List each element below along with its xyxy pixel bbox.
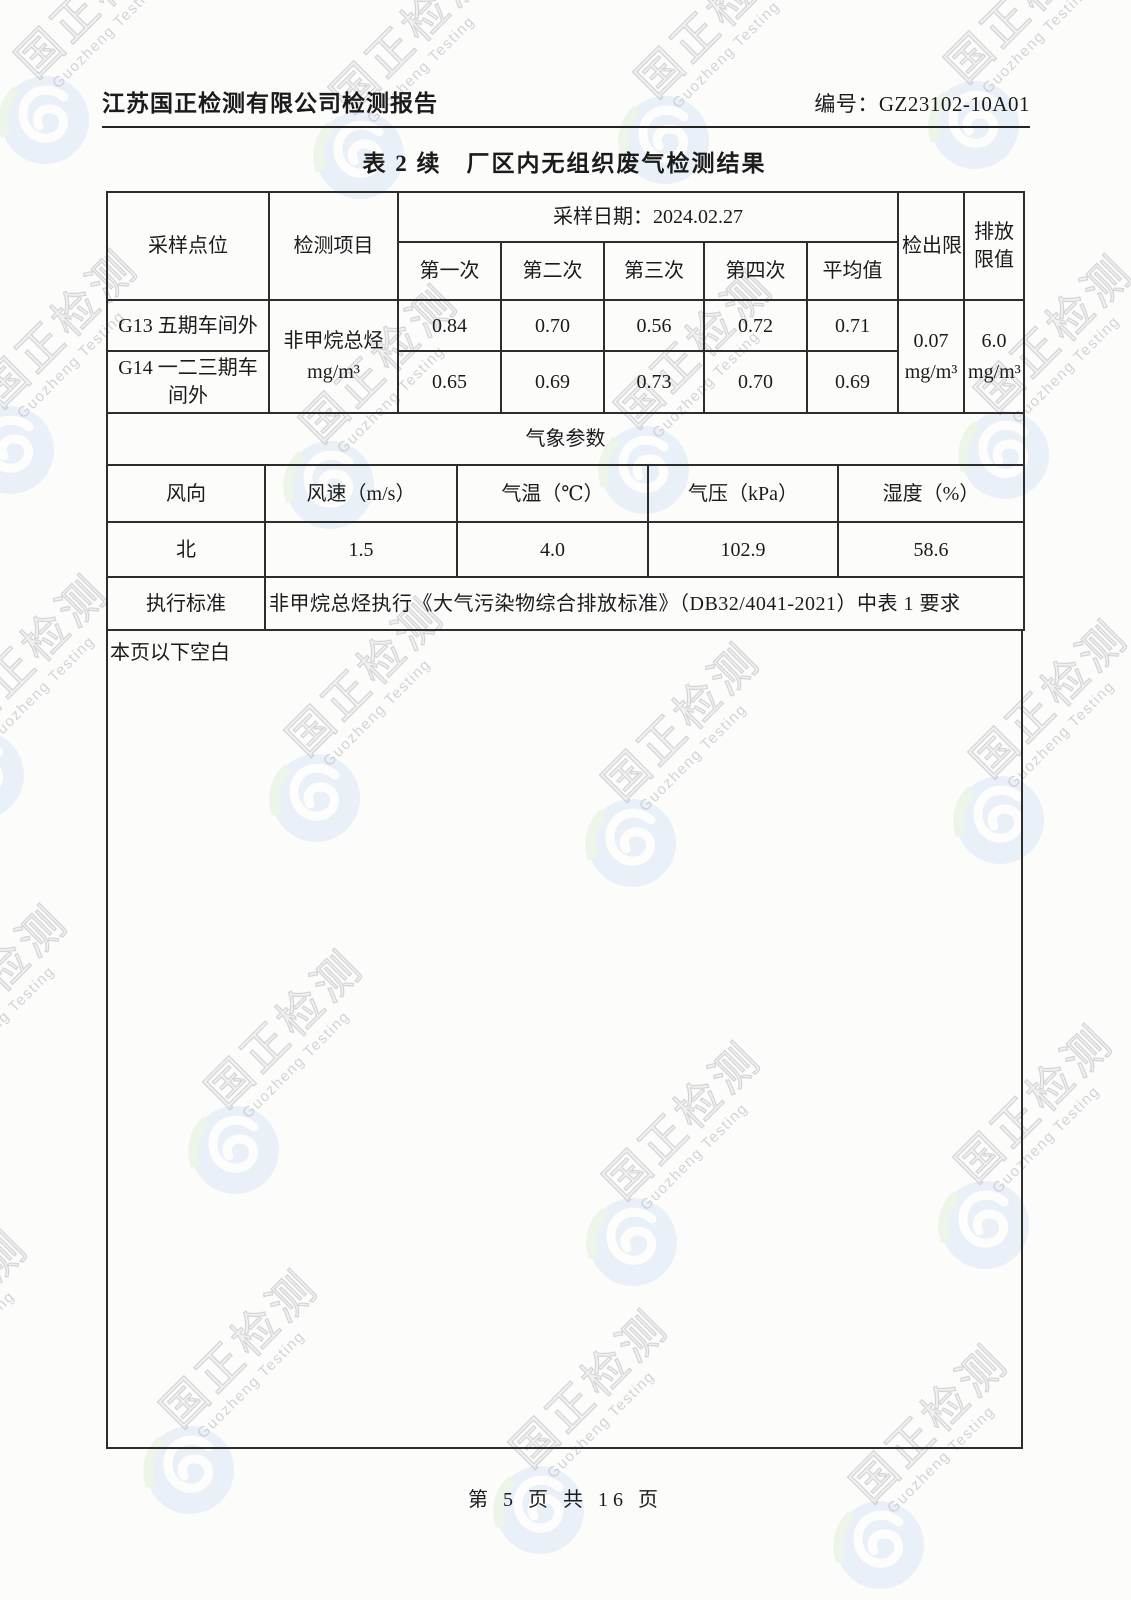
met-header-wind-direction: 风向 — [106, 464, 266, 523]
emission-limit-cell: 6.0 mg/m³ — [963, 299, 1026, 414]
g13-average: 0.71 — [805, 299, 900, 352]
g13-run-2: 0.70 — [500, 299, 605, 352]
test-item-cell: 非甲烷总烃 mg/m³ — [268, 299, 399, 414]
g14-run-2: 0.69 — [500, 350, 605, 414]
met-section-title: 气象参数 — [105, 412, 1026, 466]
col-header-sampling-point: 采样点位 — [106, 191, 270, 301]
col-header-run-1: 第一次 — [397, 241, 502, 301]
col-header-run-3: 第三次 — [603, 241, 705, 301]
results-table: 采样点位 检测项目 采样日期：2024.02.27 检出限 排放限值 第一次 第… — [105, 191, 1026, 466]
doc-header: 江苏国正检测有限公司检测报告 编号：GZ23102-10A01 — [102, 84, 1030, 128]
col-header-sampling-date: 采样日期：2024.02.27 — [396, 191, 900, 243]
col-header-emission-limit: 排放限值 — [963, 191, 1026, 301]
col-header-run-4: 第四次 — [703, 241, 808, 301]
met-value-wind-speed: 1.5 — [264, 521, 458, 578]
test-item-name: 非甲烷总烃 — [283, 329, 384, 352]
blank-note: 本页以下空白 — [110, 642, 230, 664]
detection-limit-unit: mg/m³ — [904, 360, 958, 383]
page-title: 表 2 续 厂区内无组织废气检测结果 — [362, 151, 767, 176]
met-value-temperature: 4.0 — [456, 521, 649, 578]
test-item-unit: mg/m³ — [307, 360, 360, 383]
col-header-test-item: 检测项目 — [268, 191, 399, 301]
report-number: 编号：GZ23102-10A01 — [814, 92, 1030, 116]
sampling-point-g13: G13 五期车间外 — [106, 299, 270, 352]
g13-run-4: 0.72 — [703, 299, 808, 352]
met-value-pressure: 102.9 — [647, 521, 839, 578]
met-header-temperature: 气温（℃） — [456, 464, 649, 523]
g14-run-4: 0.70 — [703, 350, 808, 414]
met-value-humidity: 58.6 — [837, 521, 1025, 578]
g14-average: 0.69 — [805, 350, 900, 414]
blank-area: 本页以下空白 — [106, 631, 1023, 1449]
g13-run-1: 0.84 — [397, 299, 502, 352]
standard-table: 执行标准 非甲烷总烃执行《大气污染物综合排放标准》（DB32/4041-2021… — [106, 576, 1025, 631]
page-footer: 第 5 页 共 16 页 — [468, 1489, 663, 1511]
g13-run-3: 0.56 — [603, 299, 705, 352]
detection-limit-cell: 0.07 mg/m³ — [897, 299, 966, 414]
meteorology-table: 风向 风速（m/s） 气温（℃） 气压（kPa） 湿度（%） 北 1.5 4.0… — [106, 464, 1025, 578]
emission-limit-unit: mg/m³ — [968, 360, 1021, 383]
standard-text: 非甲烷总烃执行《大气污染物综合排放标准》（DB32/4041-2021）中表 1… — [264, 576, 1025, 631]
standard-label: 执行标准 — [106, 576, 266, 631]
emission-limit-value: 6.0 — [981, 329, 1007, 352]
report-header-title: 江苏国正检测有限公司检测报告 — [102, 91, 438, 116]
g14-run-1: 0.65 — [397, 350, 502, 414]
col-header-detection-limit: 检出限 — [897, 191, 966, 301]
page-content: 江苏国正检测有限公司检测报告 编号：GZ23102-10A01 表 2 续 厂区… — [102, 84, 1030, 1449]
col-header-run-2: 第二次 — [500, 241, 605, 301]
met-value-wind-direction: 北 — [106, 521, 266, 578]
g14-run-3: 0.73 — [603, 350, 705, 414]
detection-limit-value: 0.07 — [913, 329, 949, 352]
met-header-humidity: 湿度（%） — [837, 464, 1025, 523]
met-header-pressure: 气压（kPa） — [647, 464, 839, 523]
met-header-wind-speed: 风速（m/s） — [264, 464, 458, 523]
col-header-average: 平均值 — [805, 241, 900, 301]
sampling-point-g14: G14 一二三期车间外 — [106, 350, 270, 414]
